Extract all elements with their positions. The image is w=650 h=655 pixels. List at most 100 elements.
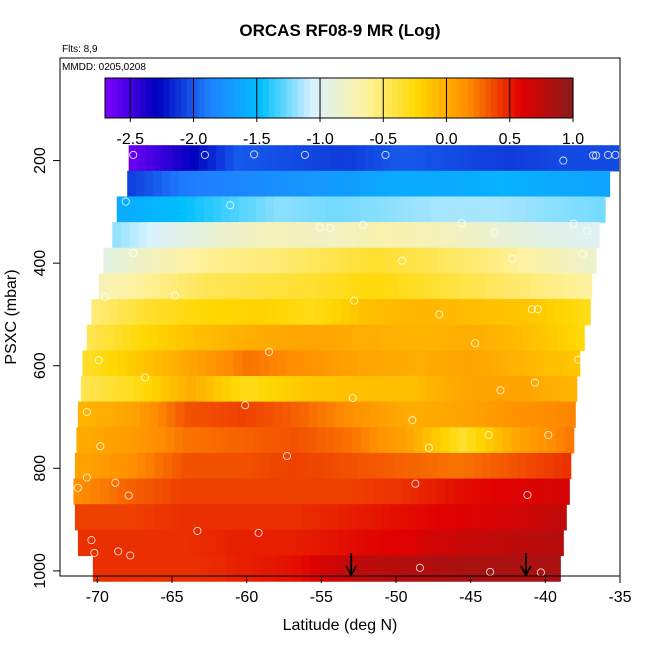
observation-point	[100, 292, 109, 302]
heatmap-cell	[231, 375, 241, 403]
heatmap-cell	[442, 222, 452, 249]
heatmap-cell	[222, 375, 233, 403]
heatmap-cell	[535, 196, 545, 223]
observation-point	[111, 478, 120, 487]
heatmap-cell	[532, 170, 542, 198]
heatmap-cell	[467, 529, 478, 557]
heatmap-cell	[445, 170, 456, 198]
heatmap-cell	[467, 427, 477, 454]
heatmap-cell	[166, 401, 177, 428]
heatmap-cell	[321, 478, 331, 505]
heatmap-cell	[394, 299, 404, 326]
colorbar-segment	[251, 78, 258, 118]
heatmap-cell	[459, 324, 470, 351]
heatmap-cell	[415, 401, 425, 428]
heatmap-cell	[387, 196, 397, 223]
colorbar-segment	[514, 78, 521, 118]
heatmap-cell	[285, 504, 295, 531]
flights-note: Flts: 8,9	[62, 44, 98, 55]
heatmap-cell	[176, 555, 186, 582]
arrow-head	[345, 565, 357, 577]
heatmap-cell	[384, 350, 394, 377]
heatmap-cell	[76, 427, 86, 454]
colorbar-segment	[280, 78, 287, 118]
heatmap-cell	[206, 350, 217, 377]
heatmap-cell	[180, 350, 190, 377]
heatmap-cell	[242, 299, 253, 326]
observation-point	[397, 256, 407, 265]
heatmap-cell	[167, 555, 177, 582]
heatmap-cell	[213, 273, 223, 300]
heatmap-cell	[317, 401, 328, 428]
heatmap-cell	[504, 324, 514, 351]
heatmap-cell	[278, 299, 288, 326]
heatmap-cell	[215, 478, 225, 505]
heatmap-cell	[136, 504, 146, 531]
heatmap-cell	[110, 504, 120, 531]
heatmap-cell	[296, 452, 306, 480]
colorbar-segment	[309, 78, 317, 118]
heatmap-cell	[513, 504, 523, 531]
heatmap-cell	[215, 504, 225, 531]
heatmap-cell	[384, 452, 395, 480]
heatmap-cell	[438, 299, 449, 326]
heatmap-cell	[182, 247, 192, 274]
heatmap-cell	[486, 401, 496, 428]
heatmap-cell	[486, 222, 496, 249]
heatmap-cell	[129, 427, 140, 454]
heatmap-cell	[312, 222, 322, 249]
heatmap-cell	[532, 375, 542, 403]
heatmap-cell	[396, 427, 406, 454]
heatmap-cell	[360, 427, 371, 454]
heatmap-cell	[284, 375, 294, 403]
heatmap-cell	[429, 299, 440, 326]
heatmap-cell	[574, 273, 584, 300]
heatmap-cell	[358, 452, 368, 480]
heatmap-cell	[511, 427, 522, 454]
heatmap-cell	[265, 170, 275, 198]
heatmap-cell	[339, 478, 349, 505]
heatmap-cell	[554, 299, 565, 326]
heatmap-cell	[569, 247, 580, 274]
heatmap-cell	[220, 401, 230, 428]
colorbar-segment	[134, 78, 141, 118]
heatmap-cell	[225, 452, 235, 480]
observation-point	[490, 228, 499, 237]
observation-point	[408, 416, 417, 425]
heatmap-cell	[199, 529, 209, 557]
heatmap-cell	[371, 273, 382, 300]
heatmap-cell	[91, 478, 101, 505]
heatmap-cell	[364, 145, 375, 172]
y-tick-label: 800	[32, 455, 49, 482]
heatmap-cell	[243, 452, 253, 480]
heatmap-cell	[428, 247, 439, 274]
heatmap-cell	[488, 375, 498, 403]
colorbar: -2.5 -2.0 -1.5 -1.0 -0.5 0.0 0.5 1.0	[104, 77, 584, 148]
heatmap-cell	[164, 222, 174, 249]
observation-point	[226, 201, 235, 210]
heatmap-cell	[433, 222, 444, 249]
heatmap-cell	[413, 427, 424, 454]
heatmap-cell	[248, 273, 258, 300]
observation-point	[300, 150, 309, 159]
colorbar-segment	[485, 78, 492, 118]
heatmap-cell	[442, 401, 452, 428]
heatmap-cell	[525, 247, 536, 274]
heatmap-cell	[301, 555, 311, 582]
heatmap-cell	[156, 247, 166, 274]
heatmap-cell	[329, 222, 339, 249]
heatmap-cell	[82, 350, 92, 377]
heatmap-cell	[433, 529, 443, 557]
heatmap-cell	[473, 452, 483, 480]
heatmap-cell	[531, 504, 541, 531]
heatmap-cell	[101, 555, 111, 582]
heatmap-cell	[188, 350, 199, 377]
heatmap-cell	[538, 427, 548, 454]
observation-point	[200, 150, 209, 159]
date-note: MMDD: 0205,0208	[62, 62, 146, 73]
observation-point	[530, 378, 539, 387]
heatmap-cell	[256, 170, 266, 198]
heatmap-cell	[555, 222, 565, 249]
heatmap-cell	[521, 273, 531, 300]
